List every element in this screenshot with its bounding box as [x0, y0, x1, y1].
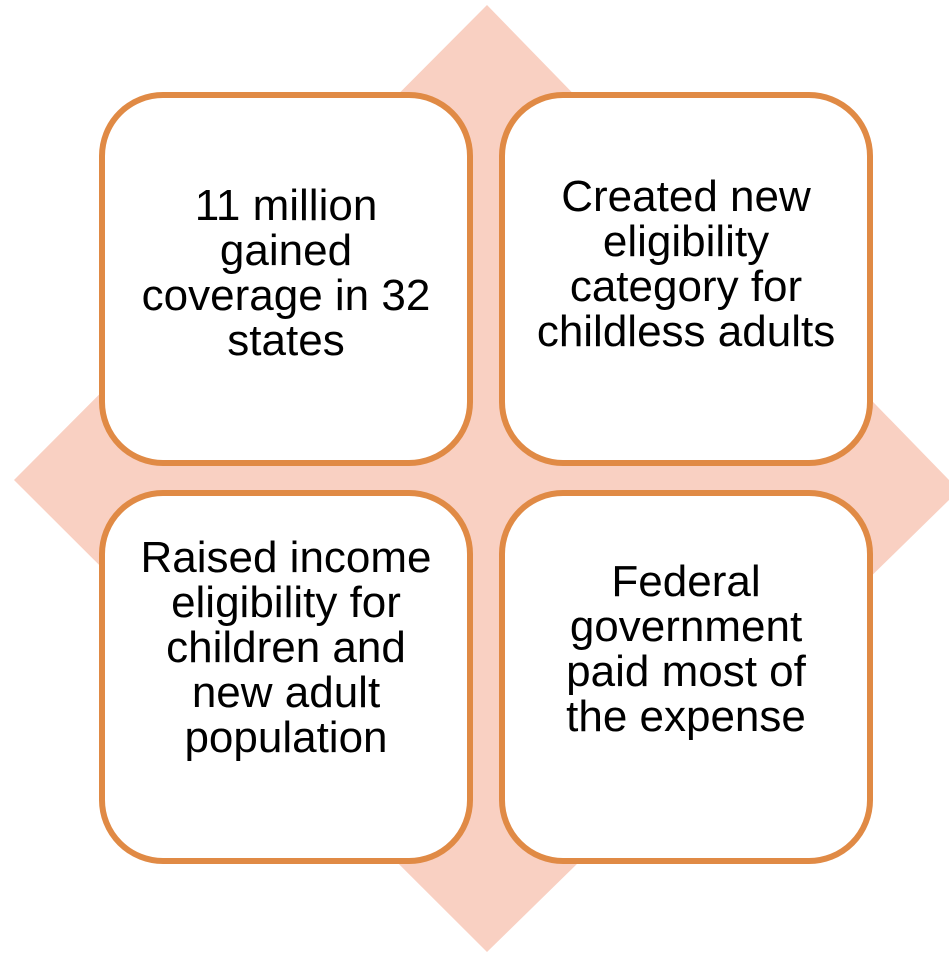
box-federal-funding: Federal government paid most of the expe… [499, 490, 873, 864]
box-income-eligibility-text: Raised income eligibility for children a… [140, 532, 432, 762]
box-coverage-text: 11 million gained coverage in 32 states [141, 181, 431, 365]
box-eligibility-category-text: Created new eligibility category for chi… [536, 172, 836, 356]
box-eligibility-category: Created new eligibility category for chi… [499, 92, 873, 466]
box-federal-funding-text: Federal government paid most of the expe… [566, 556, 806, 741]
box-income-eligibility: Raised income eligibility for children a… [99, 490, 473, 864]
box-coverage: 11 million gained coverage in 32 states [99, 92, 473, 466]
